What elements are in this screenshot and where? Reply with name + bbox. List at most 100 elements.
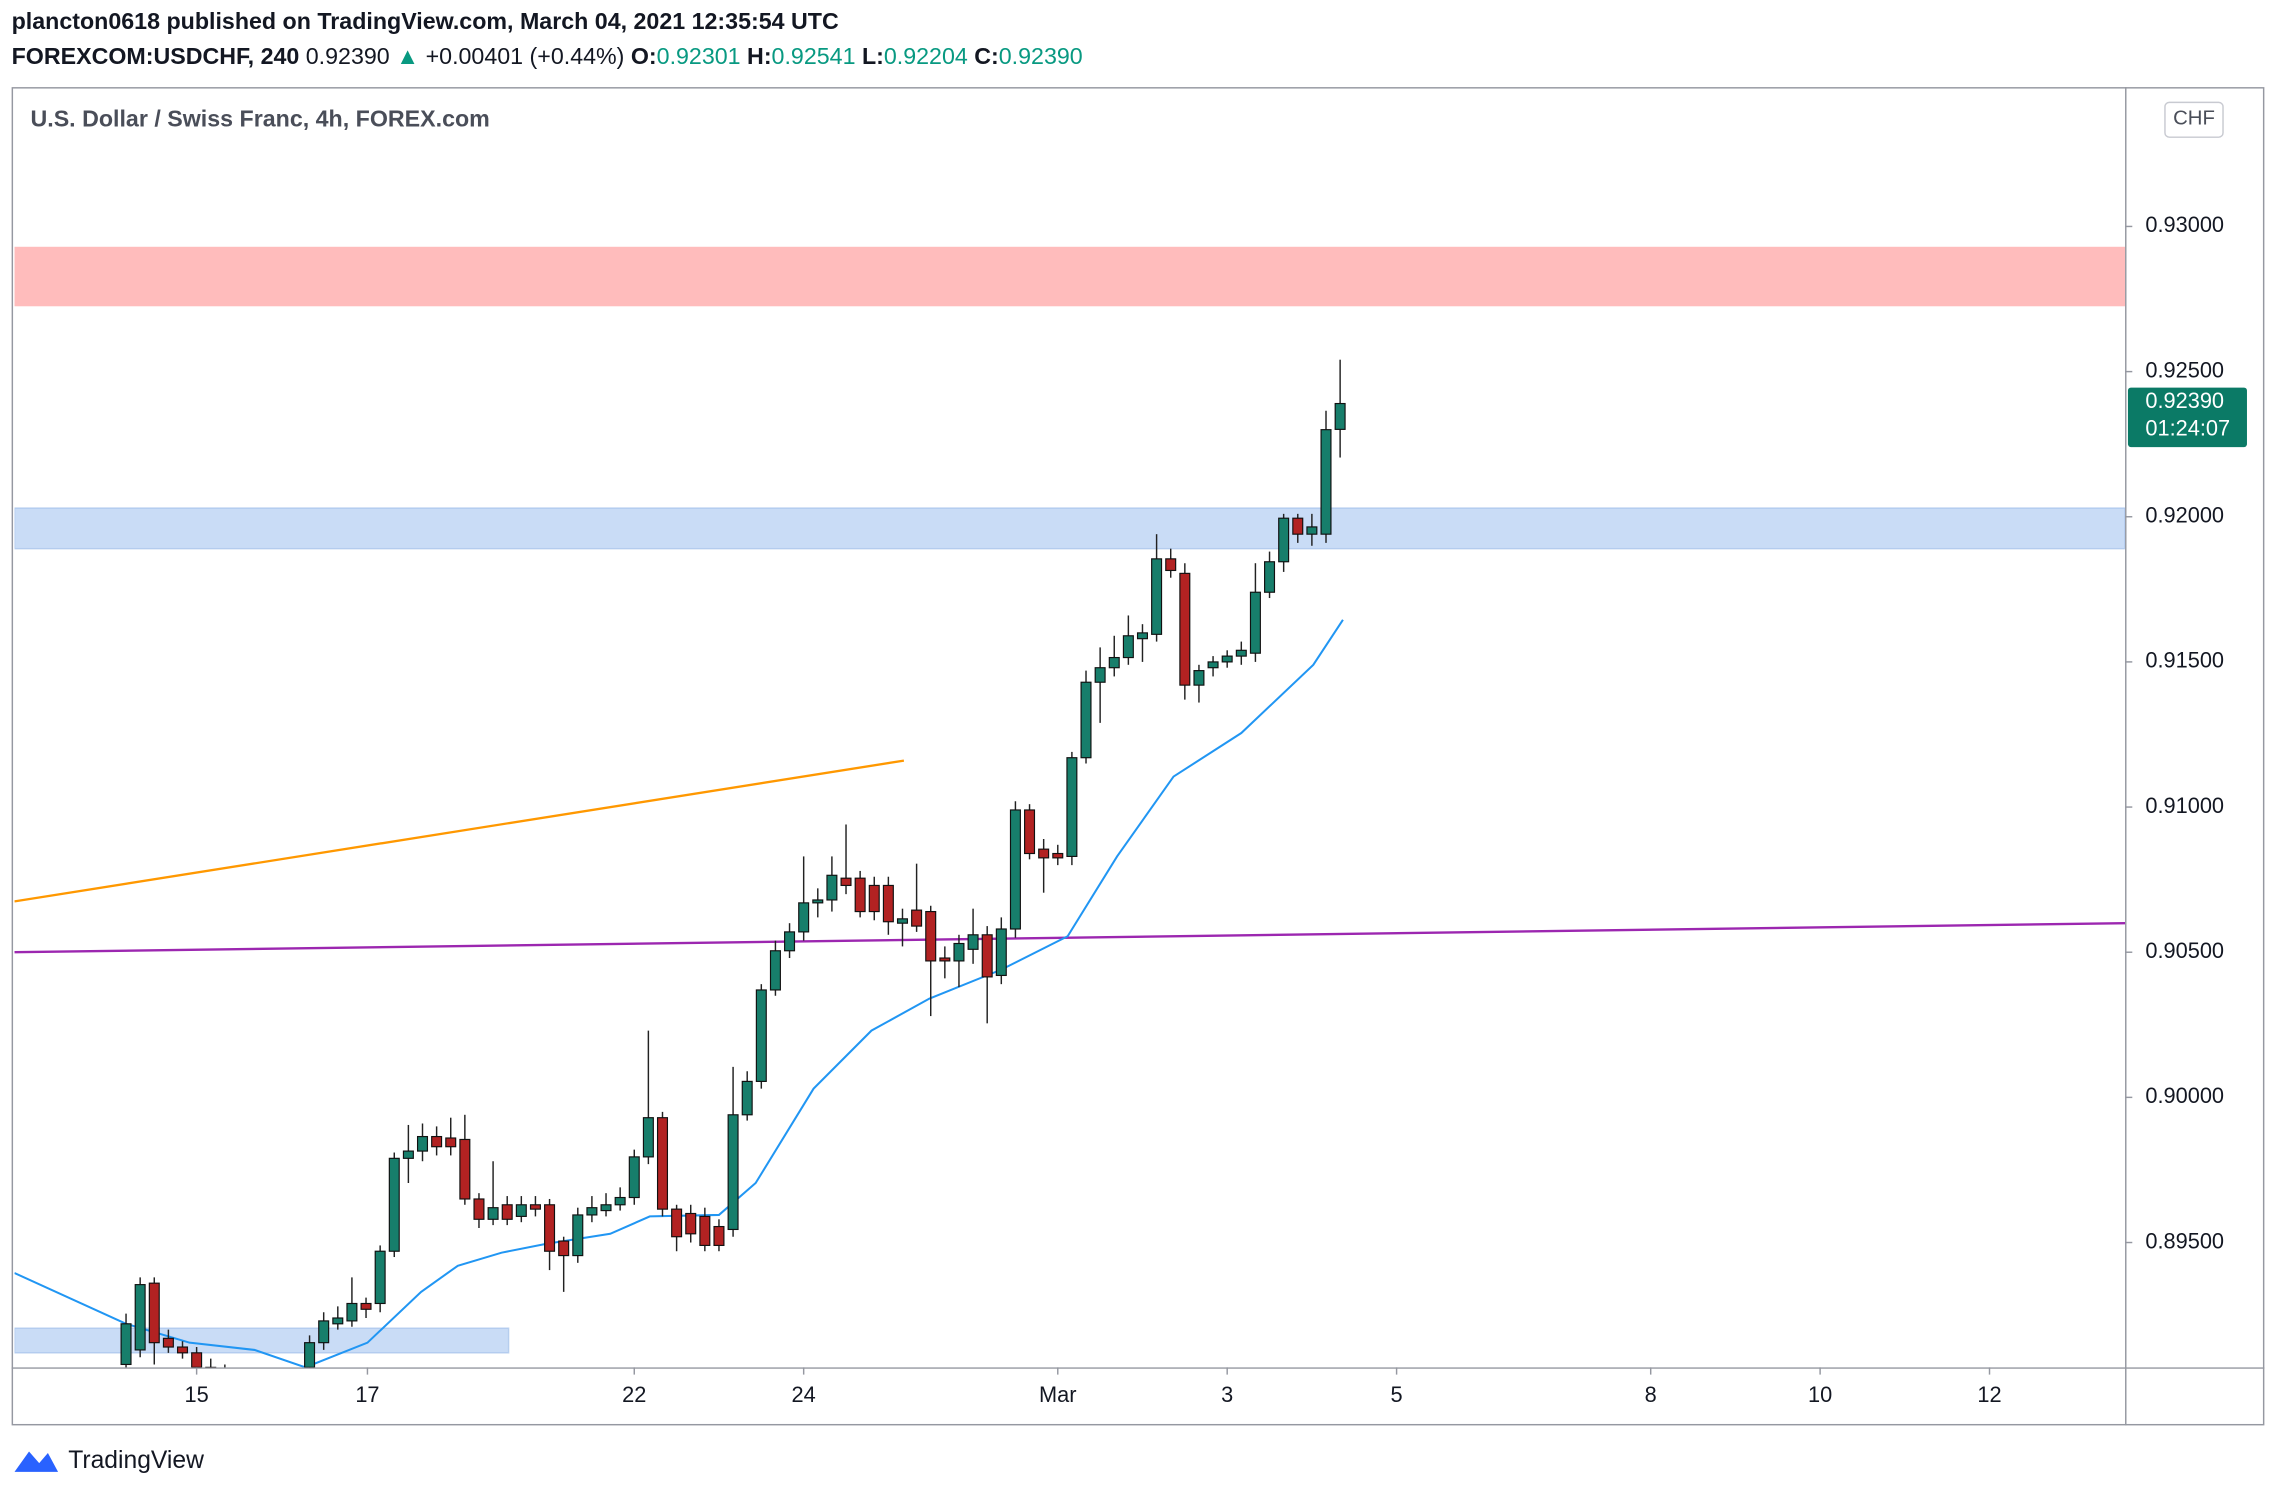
candle-body — [925, 910, 937, 962]
candle-body — [445, 1137, 457, 1148]
candle-body — [713, 1225, 725, 1247]
candle-body — [191, 1352, 203, 1368]
candle-body — [1165, 558, 1177, 572]
candle-body — [1179, 572, 1191, 686]
countdown: 01:24:07 — [2145, 415, 2230, 440]
x-tick-label: 15 — [185, 1382, 209, 1407]
candle-body — [515, 1204, 527, 1217]
candle-body — [487, 1207, 499, 1220]
candle-body — [473, 1198, 485, 1220]
candle-body — [755, 989, 767, 1082]
candle-body — [332, 1317, 344, 1325]
candle-body — [995, 928, 1007, 977]
candle-body — [544, 1204, 556, 1252]
x-tick-label: 10 — [1808, 1382, 1832, 1407]
currency: CHF — [2173, 107, 2215, 129]
candle-body — [1249, 591, 1261, 654]
candle-body — [896, 918, 909, 924]
candle-body — [586, 1207, 598, 1216]
candle-body — [1193, 670, 1205, 686]
candle-body — [628, 1156, 640, 1199]
brand-name: TradingView — [68, 1447, 204, 1474]
candle-body — [1009, 809, 1021, 930]
candle-body — [1306, 526, 1318, 535]
x-tick-label: 3 — [1221, 1382, 1233, 1407]
close: 0.92390 — [999, 43, 1083, 69]
candle-body — [501, 1204, 513, 1220]
candle-body — [981, 934, 993, 978]
y-tick-label: 0.90000 — [2145, 1083, 2224, 1108]
currency-badge[interactable] — [2164, 101, 2224, 138]
x-tick-label: 12 — [1977, 1382, 2001, 1407]
last: 0.92390 — [306, 43, 390, 69]
chart-title: U.S. Dollar / Swiss Franc, 4h, FOREX.com — [30, 106, 489, 132]
candle-body — [812, 899, 824, 904]
zone — [14, 1327, 510, 1354]
y-tick-label: 0.91500 — [2145, 648, 2224, 673]
candle-body — [854, 877, 866, 913]
candle-body — [882, 884, 894, 923]
c-label: C: — [974, 43, 999, 69]
candle-body — [1235, 649, 1247, 657]
candle-body — [1207, 661, 1219, 669]
candle-body — [120, 1323, 132, 1366]
candle-body — [346, 1302, 358, 1322]
candle-body — [784, 931, 796, 952]
candle-body — [614, 1196, 626, 1206]
zone — [14, 246, 2126, 307]
y-tick-label: 0.91000 — [2145, 793, 2224, 818]
candle-body — [431, 1135, 443, 1148]
x-tick-label: 8 — [1645, 1382, 1657, 1407]
candle-body — [967, 934, 979, 950]
candle-body — [1278, 517, 1290, 563]
plot-pane — [14, 246, 2126, 1368]
candle-body — [572, 1214, 584, 1257]
candle-body — [388, 1157, 400, 1252]
candle-body — [1136, 632, 1149, 640]
candle-body — [1334, 402, 1346, 430]
candle-body — [162, 1337, 174, 1348]
l-label: L: — [862, 43, 884, 69]
candle-body — [727, 1114, 739, 1231]
arrow: ▲ — [396, 43, 419, 69]
candle-body — [769, 950, 781, 991]
quote-line: FOREXCOM:USDCHF, 240 0.92390 ▲ +0.00401 … — [12, 43, 1083, 69]
candle-body — [176, 1346, 189, 1354]
y-tick-label: 0.89500 — [2145, 1228, 2224, 1253]
last-price-tag — [2127, 387, 2247, 448]
candle-body — [939, 957, 951, 962]
candle-body — [529, 1204, 541, 1210]
candle-body — [1038, 848, 1050, 859]
x-tick-label: Mar — [1039, 1382, 1076, 1407]
candle-body — [148, 1282, 160, 1344]
symbol: FOREXCOM:USDCHF, 240 — [12, 43, 300, 69]
candle-body — [685, 1212, 697, 1235]
candle-body — [374, 1250, 386, 1305]
candle-body — [1080, 681, 1092, 759]
open: 0.92301 — [657, 43, 741, 69]
y-tick-label: 0.93000 — [2145, 212, 2224, 237]
y-tick-label: 0.92500 — [2145, 357, 2224, 382]
candle-body — [1320, 429, 1332, 535]
candle-body — [953, 942, 965, 962]
candle-body — [1264, 561, 1276, 593]
candle-body — [318, 1320, 330, 1344]
candle-body — [1122, 635, 1134, 659]
candle-body — [826, 874, 838, 901]
candle-body — [134, 1284, 146, 1351]
candle-body — [600, 1204, 612, 1212]
brand: TradingView — [14, 1447, 204, 1474]
high: 0.92541 — [772, 43, 856, 69]
candle-body — [642, 1117, 654, 1158]
moving-average — [14, 619, 1344, 1368]
candle-body — [558, 1240, 570, 1257]
candle-body — [402, 1150, 414, 1159]
chart-frame — [11, 87, 2265, 1426]
change: +0.00401 (+0.44%) — [426, 43, 625, 69]
candle-body — [1052, 852, 1064, 859]
candle-body — [699, 1215, 711, 1247]
last-price: 0.92390 — [2145, 388, 2224, 413]
candle-body — [1151, 558, 1163, 635]
